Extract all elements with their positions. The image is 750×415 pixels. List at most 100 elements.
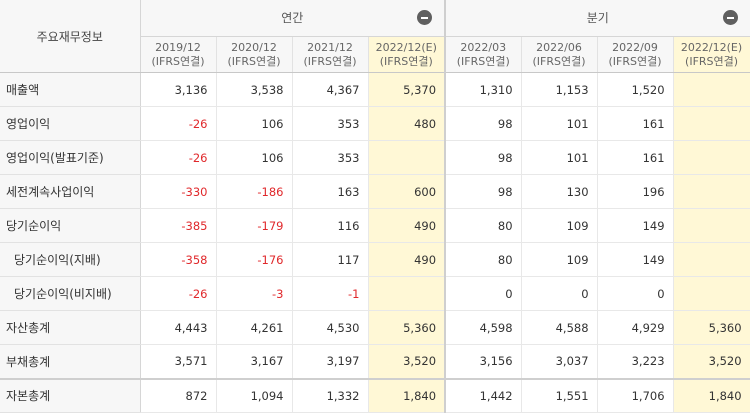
period-header: 2022/09 (IFRS연결) xyxy=(597,36,674,73)
row-label: 영업이익 xyxy=(0,106,141,141)
row-label: 당기순이익(비지배) xyxy=(0,276,141,311)
period-basis: (IFRS연결) xyxy=(227,54,281,68)
value-cell: 130 xyxy=(521,174,598,209)
value-cell: 3,167 xyxy=(216,344,293,379)
period-header: 2019/12 (IFRS연결) xyxy=(140,36,217,73)
value-cell: 4,443 xyxy=(140,310,217,345)
period-date: 2022/03 xyxy=(460,40,507,54)
value-cell: 101 xyxy=(521,140,598,175)
period-basis: (IFRS연결) xyxy=(685,54,739,68)
value-cell: 1,840 xyxy=(368,377,447,413)
period-date: 2022/12(E) xyxy=(680,40,743,54)
value-cell: 600 xyxy=(368,174,447,209)
period-basis: (IFRS연결) xyxy=(456,54,510,68)
period-header: 2021/12 (IFRS연결) xyxy=(292,36,369,73)
value-cell: 5,360 xyxy=(368,310,447,345)
table-row: 당기순이익(지배) -358 -176 117 490 80 109 149 xyxy=(0,242,750,277)
value-cell: 98 xyxy=(445,106,522,141)
value-cell: 0 xyxy=(597,276,674,311)
value-cell: 80 xyxy=(445,242,522,277)
value-cell xyxy=(673,276,750,311)
quarterly-label: 분기 xyxy=(586,11,609,25)
value-cell: -176 xyxy=(216,242,293,277)
table-row: 영업이익(발표기준) -26 106 353 98 101 161 xyxy=(0,140,750,175)
value-cell: 4,530 xyxy=(292,310,369,345)
annual-group-header: 연간 xyxy=(140,0,447,37)
value-cell: 109 xyxy=(521,208,598,243)
value-cell xyxy=(673,174,750,209)
annual-collapse-minus-icon[interactable] xyxy=(417,10,433,25)
period-header: 2022/03 (IFRS연결) xyxy=(445,36,522,73)
value-cell: -26 xyxy=(140,276,217,311)
value-cell xyxy=(673,140,750,175)
value-cell: 98 xyxy=(445,140,522,175)
table-row: 당기순이익 -385 -179 116 490 80 109 149 xyxy=(0,208,750,243)
value-cell: 3,037 xyxy=(521,344,598,379)
value-cell: 490 xyxy=(368,242,447,277)
value-cell: 3,136 xyxy=(140,72,217,107)
value-cell: 149 xyxy=(597,242,674,277)
value-cell: 1,442 xyxy=(445,377,522,413)
table-row: 부채총계 3,571 3,167 3,197 3,520 3,156 3,037 3,223 3… xyxy=(0,344,750,379)
period-basis: (IFRS연결) xyxy=(379,54,433,68)
value-cell: 5,360 xyxy=(673,310,750,345)
row-label: 당기순이익(지배) xyxy=(0,242,141,277)
value-cell: -3 xyxy=(216,276,293,311)
period-header: 2020/12 (IFRS연결) xyxy=(216,36,293,73)
period-date: 2021/12 xyxy=(307,40,353,54)
table-row: 자본총계 872 1,094 1,332 1,840 1,442 1,551 1,706 1,8… xyxy=(0,377,750,413)
row-label: 매출액 xyxy=(0,72,141,107)
quarterly-collapse-minus-icon[interactable] xyxy=(722,10,738,25)
value-cell: 1,520 xyxy=(597,72,674,107)
value-cell: 101 xyxy=(521,106,598,141)
period-date: 2019/12 xyxy=(155,40,201,54)
value-cell: 1,551 xyxy=(521,377,598,413)
value-cell: 1,840 xyxy=(673,377,750,413)
value-cell: 5,370 xyxy=(368,72,447,107)
table-row: 영업이익 -26 106 353 480 98 101 161 xyxy=(0,106,750,141)
period-basis: (IFRS연결) xyxy=(303,54,357,68)
value-cell: 109 xyxy=(521,242,598,277)
value-cell: 98 xyxy=(445,174,522,209)
table-row: 매출액 3,136 3,538 4,367 5,370 1,310 1,153 1,520 xyxy=(0,72,750,107)
value-cell: 1,153 xyxy=(521,72,598,107)
period-basis: (IFRS연결) xyxy=(608,54,662,68)
value-cell: 3,538 xyxy=(216,72,293,107)
value-cell: 3,520 xyxy=(673,344,750,379)
value-cell: 117 xyxy=(292,242,369,277)
quarterly-group-header: 분기 xyxy=(445,0,750,37)
value-cell: -26 xyxy=(140,140,217,175)
period-basis: (IFRS연결) xyxy=(532,54,586,68)
value-cell: 106 xyxy=(216,106,293,141)
value-cell: -330 xyxy=(140,174,217,209)
value-cell: 3,223 xyxy=(597,344,674,379)
value-cell: 161 xyxy=(597,106,674,141)
value-cell: 4,261 xyxy=(216,310,293,345)
value-cell: 353 xyxy=(292,106,369,141)
value-cell: 490 xyxy=(368,208,447,243)
value-cell: -1 xyxy=(292,276,369,311)
value-cell: 116 xyxy=(292,208,369,243)
value-cell: -385 xyxy=(140,208,217,243)
period-basis: (IFRS연결) xyxy=(151,54,205,68)
value-cell: -358 xyxy=(140,242,217,277)
value-cell: 353 xyxy=(292,140,369,175)
value-cell: -179 xyxy=(216,208,293,243)
value-cell: 0 xyxy=(445,276,522,311)
value-cell xyxy=(368,276,447,311)
financial-rows: 매출액 3,136 3,538 4,367 5,370 1,310 1,153 1,520 영업… xyxy=(0,72,750,413)
value-cell: 106 xyxy=(216,140,293,175)
value-cell: 3,520 xyxy=(368,344,447,379)
row-label: 당기순이익 xyxy=(0,208,141,243)
value-cell: 872 xyxy=(140,377,217,413)
value-cell: 3,197 xyxy=(292,344,369,379)
period-header-row: 2019/12 (IFRS연결) 2020/12 (IFRS연결) 2021/12 (IF… xyxy=(0,36,750,73)
table-corner-label: 주요재무정보 xyxy=(0,0,141,73)
value-cell: -186 xyxy=(216,174,293,209)
value-cell: 4,588 xyxy=(521,310,598,345)
value-cell: 0 xyxy=(521,276,598,311)
row-label: 자산총계 xyxy=(0,310,141,345)
row-label: 자본총계 xyxy=(0,377,141,413)
row-label: 부채총계 xyxy=(0,344,141,379)
